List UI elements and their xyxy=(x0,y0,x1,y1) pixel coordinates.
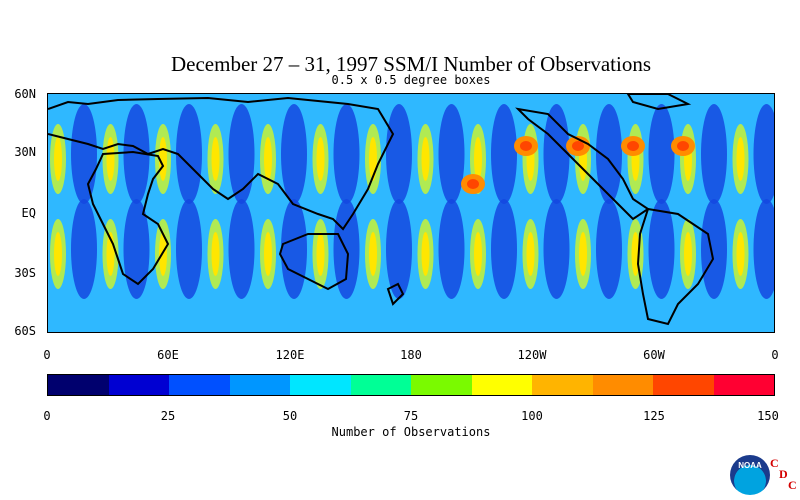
swath-gap xyxy=(491,199,517,299)
colorbar-segment xyxy=(713,375,774,395)
colorbar-tick-100: 100 xyxy=(521,409,543,423)
swath-core xyxy=(736,232,745,276)
map-plot xyxy=(47,93,775,333)
map-title: December 27 – 31, 1997 SSM/I Number of O… xyxy=(170,52,651,76)
colorbar-segment xyxy=(532,375,593,395)
colorbar-segment xyxy=(290,375,351,395)
high-count-core xyxy=(572,141,584,151)
colorbar-segment xyxy=(653,375,714,395)
lon-label-120w: 120W xyxy=(517,348,547,362)
swath-gap xyxy=(543,104,570,204)
colorbar-tick-25: 25 xyxy=(160,409,176,423)
lon-label-60e: 60E xyxy=(157,348,179,362)
swath-gap xyxy=(123,199,150,299)
swath-gap xyxy=(71,199,97,299)
noaa-logo: NOAA xyxy=(730,455,770,495)
swath-gap xyxy=(701,104,727,204)
lat-label-30n: 30N xyxy=(14,145,36,159)
colorbar-tick-125: 125 xyxy=(643,409,665,423)
swath-core xyxy=(316,232,325,276)
lon-label-60w: 60W xyxy=(643,348,665,362)
swath-gap xyxy=(438,104,465,204)
swath-gap xyxy=(596,199,622,299)
cdc-logo-letter-1: C xyxy=(770,456,779,470)
swath-gap xyxy=(176,104,202,204)
swath-gap xyxy=(753,104,774,204)
swath-core xyxy=(736,137,745,181)
cdc-logo-letter-2: D xyxy=(779,467,788,481)
swath-core xyxy=(211,232,220,276)
colorbar-tick-150: 150 xyxy=(757,409,779,423)
observation-density-map xyxy=(48,94,774,332)
swath-gap xyxy=(438,199,465,299)
swath-gap xyxy=(176,199,202,299)
swath-core xyxy=(211,137,220,181)
map-subtitle: 0.5 x 0.5 degree boxes xyxy=(331,73,491,87)
colorbar-tick-50: 50 xyxy=(282,409,298,423)
colorbar-tick-75: 75 xyxy=(403,409,419,423)
lat-label-60s: 60S xyxy=(14,324,36,338)
lon-label-120e: 120E xyxy=(275,348,305,362)
swath-gap xyxy=(333,104,360,204)
colorbar-segment xyxy=(350,375,411,395)
swath-gap xyxy=(281,104,307,204)
swath-gap xyxy=(491,104,517,204)
colorbar-title: Number of Observations xyxy=(331,425,491,439)
swath-gap xyxy=(281,199,307,299)
swath-gap xyxy=(648,199,675,299)
colorbar-segment xyxy=(169,375,230,395)
lat-label-eq: EQ xyxy=(21,206,36,220)
lon-label-180: 180 xyxy=(400,348,422,362)
swath-gap xyxy=(123,104,150,204)
swath-core xyxy=(106,137,115,181)
coastlines xyxy=(48,94,715,326)
colorbar-segment xyxy=(108,375,169,395)
colorbar-segment xyxy=(229,375,290,395)
lon-label-0-east: 0 xyxy=(771,348,779,362)
swath-gap xyxy=(386,199,412,299)
noaa-logo-text: NOAA xyxy=(738,461,762,470)
high-count-core xyxy=(627,141,639,151)
colorbar xyxy=(47,374,775,396)
swath-core xyxy=(579,232,587,276)
swath-gap xyxy=(648,104,675,204)
swath-core xyxy=(421,232,430,276)
swath-core xyxy=(264,232,272,276)
high-count-core xyxy=(467,179,479,189)
swath-core xyxy=(264,137,272,181)
swath-core xyxy=(526,232,535,276)
cdc-logo-letter-3: C xyxy=(788,478,797,492)
swath-gap xyxy=(71,104,97,204)
swath-core xyxy=(316,137,325,181)
swath-gap xyxy=(753,199,774,299)
swath-gap xyxy=(228,199,255,299)
swath-core xyxy=(54,137,62,181)
colorbar-segment xyxy=(48,375,109,395)
swath-gap xyxy=(596,104,622,204)
swath-gap xyxy=(228,104,255,204)
colorbar-segment xyxy=(471,375,532,395)
colorbar-segment xyxy=(592,375,653,395)
lon-label-0-west: 0 xyxy=(43,348,51,362)
swath-core xyxy=(684,232,692,276)
swath-gap xyxy=(386,104,412,204)
colorbar-segment xyxy=(411,375,472,395)
lat-label-30s: 30S xyxy=(14,266,36,280)
colorbar-tick-0: 0 xyxy=(43,409,51,423)
swath-core xyxy=(474,232,482,276)
swath-core xyxy=(369,232,377,276)
swath-gap xyxy=(543,199,570,299)
swath-core xyxy=(474,137,482,181)
swath-core xyxy=(54,232,62,276)
high-count-core xyxy=(677,141,689,151)
swath-gap xyxy=(701,199,727,299)
high-count-core xyxy=(520,141,532,151)
lat-label-60n: 60N xyxy=(14,87,36,101)
swath-core xyxy=(421,137,430,181)
